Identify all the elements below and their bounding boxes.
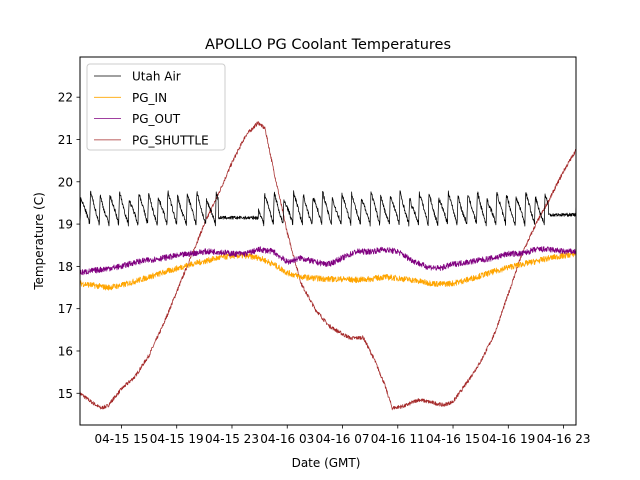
legend-label: PG_IN [132,91,167,105]
y-tick-label: 21 [58,133,73,147]
series-line-utah-air [80,190,576,227]
legend-box [86,63,226,151]
legend-item: PG_IN [94,91,167,105]
legend-label: PG_SHUTTLE [132,133,209,147]
x-tick-label: 04-16 11 [371,432,425,446]
x-tick-label: 04-16 23 [537,432,591,446]
x-tick-label: 04-16 15 [426,432,480,446]
y-axis-label: Temperature (C) [32,192,46,291]
x-axis: 04-15 15 04-15 19 04-15 23 04-16 03 04-16 07… [94,425,591,446]
legend-item: PG_OUT [94,112,181,126]
legend-label: PG_OUT [132,112,181,126]
y-tick-label: 15 [58,387,73,401]
x-tick-label: 04-15 19 [150,432,204,446]
legend-item: PG_SHUTTLE [94,133,209,147]
chart-title: APOLLO PG Coolant Temperatures [205,37,451,53]
series-line-pg-shuttle [80,121,576,411]
series-line-pg-in [80,251,576,291]
y-tick-label: 20 [58,175,73,189]
legend-label: Utah Air [132,70,181,84]
y-tick-label: 18 [58,260,73,274]
y-tick-label: 19 [58,218,73,232]
axes-frame [79,56,577,426]
y-tick-label: 22 [58,91,73,105]
y-tick-label: 17 [58,302,73,316]
y-tick-label: 16 [58,344,73,358]
legend-item: Utah Air [94,70,181,84]
x-tick-label: 04-15 23 [205,432,259,446]
y-axis: 15 16 17 18 19 20 21 22 [58,91,80,401]
legend: Utah Air PG_IN PG_OUT PG_SHUTTLE [86,63,226,151]
x-tick-label: 04-15 15 [94,432,148,446]
x-tick-label: 04-16 03 [260,432,314,446]
series-layer [80,121,576,411]
series-line-pg-out [80,246,576,276]
x-axis-label: Date (GMT) [292,456,361,470]
x-tick-label: 04-16 19 [481,432,535,446]
x-tick-label: 04-16 07 [316,432,370,446]
